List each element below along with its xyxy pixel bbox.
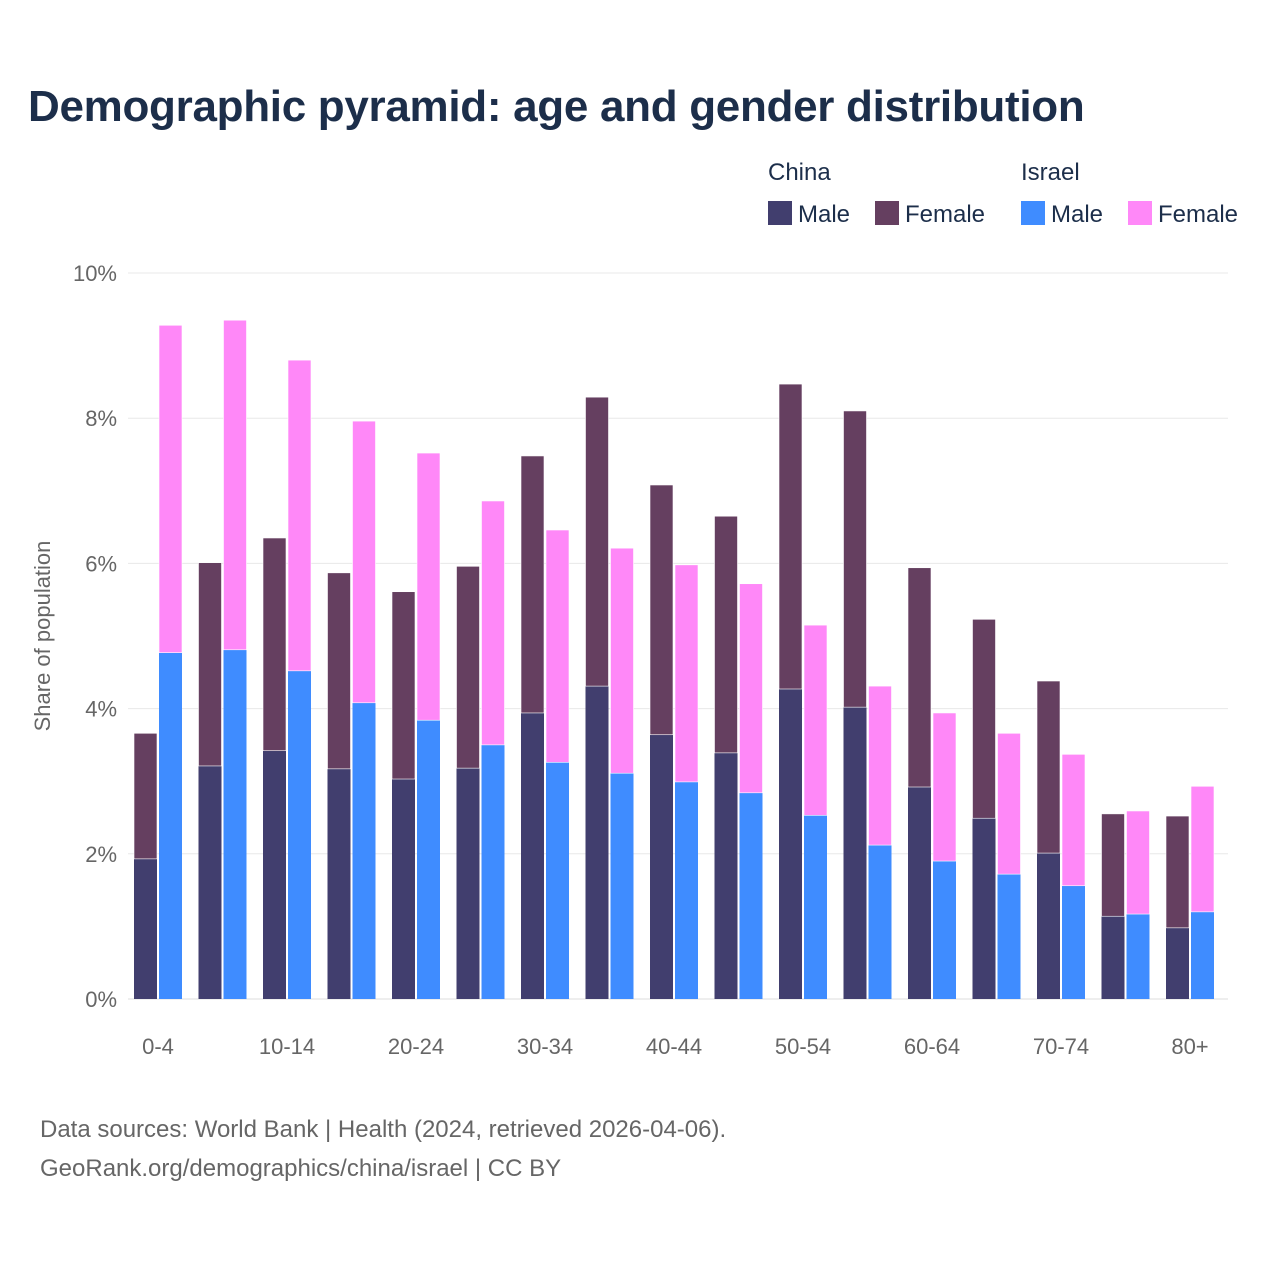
legend-label: Male bbox=[798, 201, 850, 228]
bar-israel-male bbox=[1062, 885, 1085, 999]
bar-israel-male bbox=[1126, 914, 1150, 999]
bar-china-male bbox=[650, 734, 673, 999]
bar-china-male bbox=[198, 765, 222, 999]
bar-china-male bbox=[1101, 916, 1125, 999]
bar-israel-male bbox=[675, 781, 698, 999]
bar-israel-male bbox=[868, 845, 892, 999]
bar-israel-male bbox=[610, 773, 634, 999]
bar-israel-female bbox=[158, 324, 183, 653]
bar-china-female bbox=[327, 572, 351, 770]
bar-china-male bbox=[134, 858, 157, 999]
bar-israel-male bbox=[481, 744, 505, 999]
bar-israel-female bbox=[416, 452, 441, 721]
x-tick-label: 20-24 bbox=[388, 1034, 444, 1059]
bar-israel-female bbox=[1061, 754, 1086, 887]
legend-swatch bbox=[1128, 201, 1152, 225]
bar-china-female bbox=[1036, 680, 1061, 854]
x-tick-label: 0-4 bbox=[142, 1034, 174, 1059]
bar-israel-female bbox=[287, 359, 312, 672]
x-tick-label: 70-74 bbox=[1033, 1034, 1089, 1059]
bar-israel-male bbox=[159, 652, 182, 999]
legend-swatch bbox=[875, 201, 899, 225]
bar-israel-female bbox=[223, 319, 247, 651]
bar-china-female bbox=[907, 567, 932, 788]
bar-china-female bbox=[714, 515, 738, 754]
bar-china-male bbox=[585, 686, 609, 999]
bar-china-male bbox=[456, 768, 480, 999]
bar-israel-female bbox=[997, 732, 1021, 875]
bar-israel-female bbox=[352, 420, 376, 704]
source-link[interactable]: GeoRank.org/demographics/china/israel | … bbox=[40, 1155, 562, 1182]
bar-china-male bbox=[779, 688, 802, 999]
chart-title: Demographic pyramid: age and gender dist… bbox=[28, 82, 1085, 131]
x-tick-label: 60-64 bbox=[904, 1034, 960, 1059]
bar-israel-female bbox=[803, 624, 828, 816]
bar-china-female bbox=[1101, 813, 1125, 917]
bar-israel-female bbox=[1126, 810, 1150, 915]
x-tick-label: 10-14 bbox=[259, 1034, 315, 1059]
bar-china-female bbox=[972, 619, 996, 819]
bar-china-male bbox=[521, 712, 544, 999]
bar-china-female bbox=[262, 537, 287, 752]
bar-israel-male bbox=[417, 720, 440, 999]
bar-israel-female bbox=[932, 712, 957, 862]
x-tick-label: 30-34 bbox=[517, 1034, 573, 1059]
bar-china-male bbox=[714, 752, 738, 999]
x-tick-label: 80+ bbox=[1171, 1034, 1208, 1059]
bar-israel-female bbox=[545, 529, 570, 763]
y-tick-label: 6% bbox=[85, 551, 117, 576]
legend-label: Female bbox=[905, 201, 985, 228]
y-tick-label: 4% bbox=[85, 697, 117, 722]
bar-china-female bbox=[391, 591, 416, 780]
bar-israel-male bbox=[288, 670, 311, 999]
bar-china-female bbox=[843, 410, 867, 708]
bar-china-male bbox=[908, 787, 931, 999]
bar-israel-female bbox=[674, 564, 699, 783]
legend-label: Male bbox=[1051, 201, 1103, 228]
bar-israel-female bbox=[868, 685, 892, 846]
bar-israel-female bbox=[610, 547, 634, 774]
bar-china-male bbox=[392, 779, 415, 999]
bar-israel-male bbox=[997, 874, 1021, 999]
legend-swatch bbox=[1021, 201, 1045, 225]
bar-israel-male bbox=[933, 861, 956, 999]
bar-china-male bbox=[263, 750, 286, 999]
bar-israel-male bbox=[804, 815, 827, 999]
x-tick-label: 40-44 bbox=[646, 1034, 702, 1059]
legend-swatch bbox=[768, 201, 792, 225]
legend-group-title: China bbox=[768, 159, 831, 186]
bar-israel-female bbox=[481, 500, 505, 746]
bar-israel-male bbox=[352, 702, 376, 999]
bar-israel-male bbox=[546, 762, 569, 999]
bar-china-male bbox=[1166, 927, 1189, 999]
y-tick-label: 0% bbox=[85, 987, 117, 1012]
x-tick-label: 50-54 bbox=[775, 1034, 831, 1059]
bar-israel-male bbox=[1191, 911, 1214, 999]
bar-china-male bbox=[972, 818, 996, 999]
bar-china-female bbox=[133, 732, 158, 860]
y-tick-label: 2% bbox=[85, 842, 117, 867]
bar-israel-female bbox=[1190, 785, 1215, 913]
bar-china-female bbox=[649, 484, 674, 736]
bar-china-female bbox=[778, 383, 803, 690]
bar-china-female bbox=[520, 455, 545, 714]
y-tick-label: 8% bbox=[85, 406, 117, 431]
bar-china-male bbox=[843, 707, 867, 999]
bar-china-female bbox=[585, 396, 609, 687]
bar-china-male bbox=[327, 768, 351, 999]
source-note: Data sources: World Bank | Health (2024,… bbox=[40, 1116, 727, 1143]
y-tick-label: 10% bbox=[73, 261, 117, 286]
legend-label: Female bbox=[1158, 201, 1238, 228]
bar-china-male bbox=[1037, 853, 1060, 999]
legend-group-title: Israel bbox=[1021, 159, 1080, 186]
bar-israel-male bbox=[739, 792, 763, 999]
bar-china-female bbox=[1165, 815, 1190, 929]
bar-china-female bbox=[456, 566, 480, 769]
y-axis-label: Share of population bbox=[30, 541, 55, 732]
bar-china-female bbox=[198, 562, 222, 767]
bar-israel-female bbox=[739, 583, 763, 794]
bar-israel-male bbox=[223, 649, 247, 999]
